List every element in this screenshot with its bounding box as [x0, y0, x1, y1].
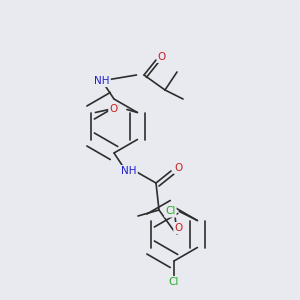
Text: O: O [109, 104, 118, 115]
Text: Cl: Cl [165, 206, 176, 217]
Text: O: O [174, 163, 183, 173]
Text: O: O [158, 52, 166, 62]
Text: Cl: Cl [169, 277, 179, 287]
Text: O: O [174, 223, 183, 233]
Text: NH: NH [94, 76, 110, 86]
Text: NH: NH [121, 166, 137, 176]
